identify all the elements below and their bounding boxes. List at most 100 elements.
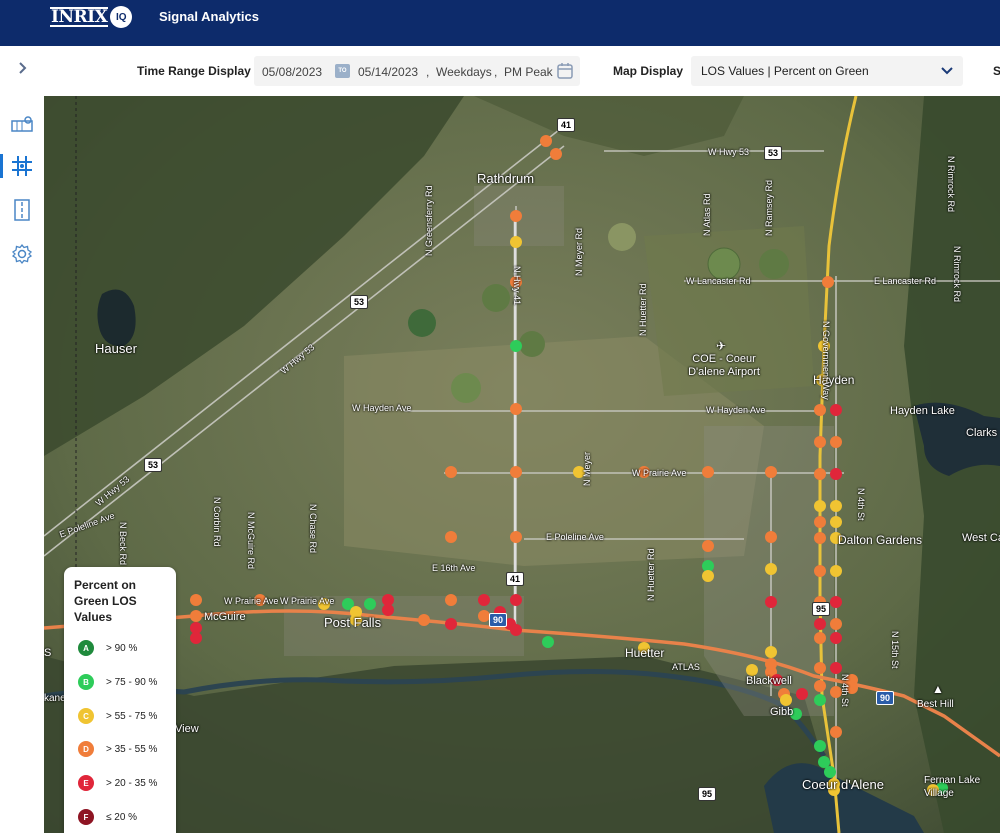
signal-marker[interactable] xyxy=(771,674,783,686)
signal-marker[interactable] xyxy=(382,604,394,616)
signal-marker[interactable] xyxy=(746,664,758,676)
road-icon[interactable] xyxy=(11,199,33,221)
signal-marker[interactable] xyxy=(702,466,714,478)
signal-marker[interactable] xyxy=(830,726,842,738)
signal-marker[interactable] xyxy=(814,618,826,630)
signal-marker[interactable] xyxy=(342,598,354,610)
signal-marker[interactable] xyxy=(573,466,585,478)
signal-marker[interactable] xyxy=(190,594,202,606)
signal-marker[interactable] xyxy=(418,614,430,626)
signal-marker[interactable] xyxy=(702,560,714,572)
signal-marker[interactable] xyxy=(510,624,522,636)
signal-marker[interactable] xyxy=(816,374,828,386)
signal-marker[interactable] xyxy=(830,404,842,416)
signal-marker[interactable] xyxy=(765,596,777,608)
signal-marker[interactable] xyxy=(830,596,842,608)
place-label: COE - Coeur D'alene Airport xyxy=(688,353,760,378)
street-label: N Greensferry Rd xyxy=(424,185,434,256)
signal-marker[interactable] xyxy=(814,532,826,544)
signal-marker[interactable] xyxy=(814,740,826,752)
signal-marker[interactable] xyxy=(190,610,202,622)
signal-marker[interactable] xyxy=(510,236,522,248)
signal-marker[interactable] xyxy=(936,782,948,794)
signal-marker[interactable] xyxy=(638,466,650,478)
signal-marker[interactable] xyxy=(796,688,808,700)
signal-marker[interactable] xyxy=(510,531,522,543)
street-label: N Beck Rd xyxy=(118,522,128,566)
signal-marker[interactable] xyxy=(318,598,330,610)
signal-marker[interactable] xyxy=(814,662,826,674)
comma-1: , xyxy=(426,65,430,79)
signal-marker[interactable] xyxy=(350,614,362,626)
signal-marker[interactable] xyxy=(765,531,777,543)
signal-marker[interactable] xyxy=(510,403,522,415)
signal-marker[interactable] xyxy=(510,466,522,478)
signal-marker[interactable] xyxy=(830,632,842,644)
signal-marker[interactable] xyxy=(814,500,826,512)
signal-marker[interactable] xyxy=(254,594,266,606)
signal-marker[interactable] xyxy=(702,540,714,552)
signal-marker[interactable] xyxy=(510,276,522,288)
inrix-iq-logo[interactable]: INRIX IQ xyxy=(50,6,133,28)
date-range-picker[interactable]: 05/08/2023 TO 05/14/2023 , Weekdays , PM… xyxy=(254,56,580,86)
map-canvas[interactable]: Rathdrum Hauser COE - Coeur D'alene Airp… xyxy=(44,96,1000,833)
place-label: Hayden xyxy=(813,373,855,387)
signal-marker[interactable] xyxy=(510,594,522,606)
signal-marker[interactable] xyxy=(478,610,490,622)
signal-marker[interactable] xyxy=(927,784,939,796)
signal-marker[interactable] xyxy=(364,598,376,610)
signal-marker[interactable] xyxy=(190,632,202,644)
signal-marker[interactable] xyxy=(830,565,842,577)
signal-marker[interactable] xyxy=(828,784,840,796)
signal-marker[interactable] xyxy=(542,636,554,648)
place-label: Coeur d'Alene xyxy=(802,777,884,792)
signal-marker[interactable] xyxy=(818,756,830,768)
signal-marker[interactable] xyxy=(830,618,842,630)
map-display-select[interactable]: LOS Values | Percent on Green xyxy=(691,56,963,86)
signal-marker[interactable] xyxy=(445,618,457,630)
expand-chevron-icon[interactable] xyxy=(16,60,30,76)
signal-marker[interactable] xyxy=(382,594,394,606)
signal-marker[interactable] xyxy=(638,642,650,654)
signal-marker[interactable] xyxy=(814,516,826,528)
signal-marker[interactable] xyxy=(550,148,562,160)
signal-marker[interactable] xyxy=(510,340,522,352)
signal-marker[interactable] xyxy=(540,135,552,147)
signal-marker[interactable] xyxy=(780,694,792,706)
signal-marker[interactable] xyxy=(818,340,830,352)
signal-marker[interactable] xyxy=(814,565,826,577)
signal-marker[interactable] xyxy=(790,708,802,720)
signal-marker[interactable] xyxy=(830,436,842,448)
signal-marker[interactable] xyxy=(814,436,826,448)
signal-marker[interactable] xyxy=(830,468,842,480)
signal-marker[interactable] xyxy=(510,210,522,222)
signal-icon[interactable] xyxy=(11,155,33,177)
signal-marker[interactable] xyxy=(814,404,826,416)
signal-marker[interactable] xyxy=(445,531,457,543)
signal-marker[interactable] xyxy=(830,532,842,544)
signal-marker[interactable] xyxy=(445,594,457,606)
signal-marker[interactable] xyxy=(814,468,826,480)
signal-marker[interactable] xyxy=(830,686,842,698)
signal-marker[interactable] xyxy=(814,680,826,692)
signal-marker[interactable] xyxy=(830,500,842,512)
corridor-icon[interactable] xyxy=(11,114,33,136)
day-type: Weekdays xyxy=(436,65,492,79)
signal-marker[interactable] xyxy=(846,682,858,694)
signal-marker[interactable] xyxy=(830,516,842,528)
signal-marker[interactable] xyxy=(814,632,826,644)
signal-marker[interactable] xyxy=(765,466,777,478)
signal-marker[interactable] xyxy=(830,662,842,674)
calendar-icon[interactable] xyxy=(557,62,573,82)
settings-icon[interactable] xyxy=(11,243,33,265)
signal-marker[interactable] xyxy=(445,466,457,478)
signal-marker[interactable] xyxy=(190,622,202,634)
signal-marker[interactable] xyxy=(765,563,777,575)
route-shield: 53 xyxy=(764,146,783,160)
signal-marker[interactable] xyxy=(478,594,490,606)
signal-marker[interactable] xyxy=(824,766,836,778)
signal-marker[interactable] xyxy=(814,694,826,706)
signal-marker[interactable] xyxy=(702,570,714,582)
signal-marker[interactable] xyxy=(822,276,834,288)
signal-marker[interactable] xyxy=(765,646,777,658)
